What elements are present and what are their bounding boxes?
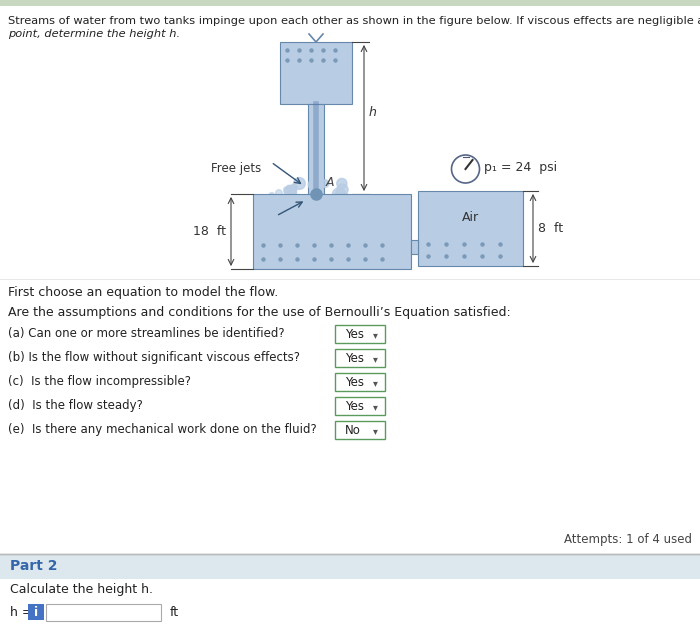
FancyBboxPatch shape (335, 349, 385, 367)
Text: (e)  Is there any mechanical work done on the fluid?: (e) Is there any mechanical work done on… (8, 424, 316, 436)
Text: (d)  Is the flow steady?: (d) Is the flow steady? (8, 399, 143, 413)
Text: Are the assumptions and conditions for the use of Bernoulli’s Equation satisfied: Are the assumptions and conditions for t… (8, 306, 511, 319)
Bar (46, 604, 161, 621)
Text: A: A (326, 176, 335, 189)
Bar (418, 191, 523, 266)
Circle shape (293, 178, 305, 190)
FancyBboxPatch shape (335, 373, 385, 391)
Circle shape (332, 188, 344, 200)
Text: Attempts: 1 of 4 used: Attempts: 1 of 4 used (564, 533, 692, 546)
Circle shape (286, 185, 292, 191)
Circle shape (337, 209, 343, 214)
FancyBboxPatch shape (335, 421, 385, 439)
Bar (411, 240, 418, 254)
Text: Part 2: Part 2 (10, 559, 57, 574)
Text: Yes: Yes (345, 351, 364, 365)
Circle shape (323, 203, 331, 211)
Circle shape (272, 199, 276, 203)
Circle shape (290, 184, 298, 191)
Circle shape (308, 179, 318, 190)
Circle shape (336, 189, 346, 199)
Text: ▾: ▾ (373, 378, 378, 388)
Text: ▾: ▾ (373, 354, 378, 364)
Circle shape (342, 194, 351, 204)
Bar (280, 42, 352, 104)
Bar (0, 0, 700, 6)
Text: Yes: Yes (345, 375, 364, 389)
Bar (0, 579, 700, 634)
Circle shape (294, 198, 307, 210)
Circle shape (337, 178, 347, 188)
Text: No: No (345, 424, 361, 436)
FancyBboxPatch shape (335, 325, 385, 343)
Text: Yes: Yes (345, 399, 364, 413)
Bar (0, 554, 700, 579)
Circle shape (276, 190, 282, 196)
Text: ▾: ▾ (373, 402, 378, 412)
Text: (a) Can one or more streamlines be identified?: (a) Can one or more streamlines be ident… (8, 328, 285, 340)
Text: point, determine the height h.: point, determine the height h. (8, 29, 180, 39)
Bar (28, 604, 44, 620)
Text: p₁ = 24  psi: p₁ = 24 psi (484, 160, 558, 174)
Text: Streams of water from two tanks impinge upon each other as shown in the figure b: Streams of water from two tanks impinge … (8, 16, 700, 26)
Circle shape (452, 155, 480, 183)
Text: h =: h = (10, 605, 32, 619)
Text: Air: Air (462, 210, 479, 224)
Text: Yes: Yes (345, 328, 364, 340)
Text: h: h (369, 107, 377, 119)
Text: (c)  Is the flow incompressible?: (c) Is the flow incompressible? (8, 375, 191, 389)
Circle shape (287, 191, 297, 201)
Text: 18  ft: 18 ft (193, 225, 226, 238)
Circle shape (282, 198, 289, 205)
Text: Calculate the height h.: Calculate the height h. (10, 583, 153, 597)
Text: ft: ft (170, 605, 179, 619)
Text: ▾: ▾ (373, 426, 378, 436)
Text: First choose an equation to model the flow.: First choose an equation to model the fl… (8, 286, 279, 299)
Circle shape (277, 202, 283, 207)
Text: i: i (34, 605, 38, 619)
Text: Free jets: Free jets (211, 162, 261, 175)
FancyBboxPatch shape (335, 397, 385, 415)
Text: (b) Is the flow without significant viscous effects?: (b) Is the flow without significant visc… (8, 351, 300, 365)
Circle shape (284, 187, 289, 192)
Circle shape (284, 186, 297, 198)
Text: 8  ft: 8 ft (538, 222, 563, 235)
Bar (253, 194, 411, 269)
Circle shape (308, 198, 318, 209)
Circle shape (321, 180, 329, 187)
Circle shape (337, 184, 348, 195)
Circle shape (330, 197, 342, 208)
Circle shape (269, 193, 274, 198)
Circle shape (345, 202, 351, 209)
Bar (308, 104, 324, 194)
Text: ▾: ▾ (373, 330, 378, 340)
